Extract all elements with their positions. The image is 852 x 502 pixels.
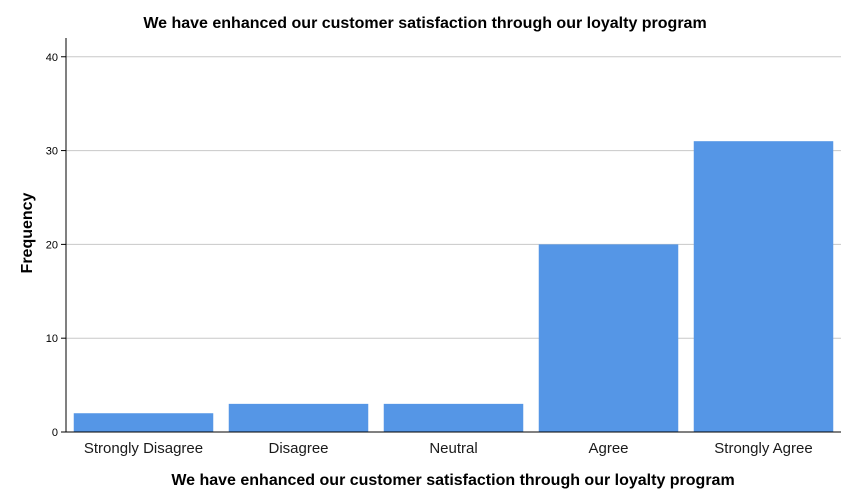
y-axis-label: Frequency: [19, 192, 36, 273]
bar-agree: [538, 244, 679, 432]
x-tick-label: Neutral: [429, 440, 477, 457]
y-tick-label: 20: [46, 239, 58, 251]
bar-strongly-agree: [693, 141, 834, 432]
y-tick-label: 40: [46, 52, 58, 64]
y-tick-label: 30: [46, 146, 58, 158]
x-tick-label: Strongly Agree: [714, 440, 812, 457]
chart-title: We have enhanced our customer satisfacti…: [143, 15, 706, 32]
y-tick-label: 10: [46, 333, 58, 345]
x-axis-label: We have enhanced our customer satisfacti…: [171, 472, 734, 489]
x-tick-label: Agree: [588, 440, 628, 457]
y-tick-label: 0: [52, 427, 58, 439]
plot-area: 0 10 20 30 40 Strongly Disagree Disagree Neutra…: [46, 38, 841, 457]
bar-strongly-disagree: [73, 413, 214, 432]
x-tick-label: Strongly Disagree: [84, 440, 203, 457]
x-tick-label: Disagree: [268, 440, 328, 457]
bar-disagree: [228, 403, 369, 432]
bar-neutral: [383, 403, 524, 432]
